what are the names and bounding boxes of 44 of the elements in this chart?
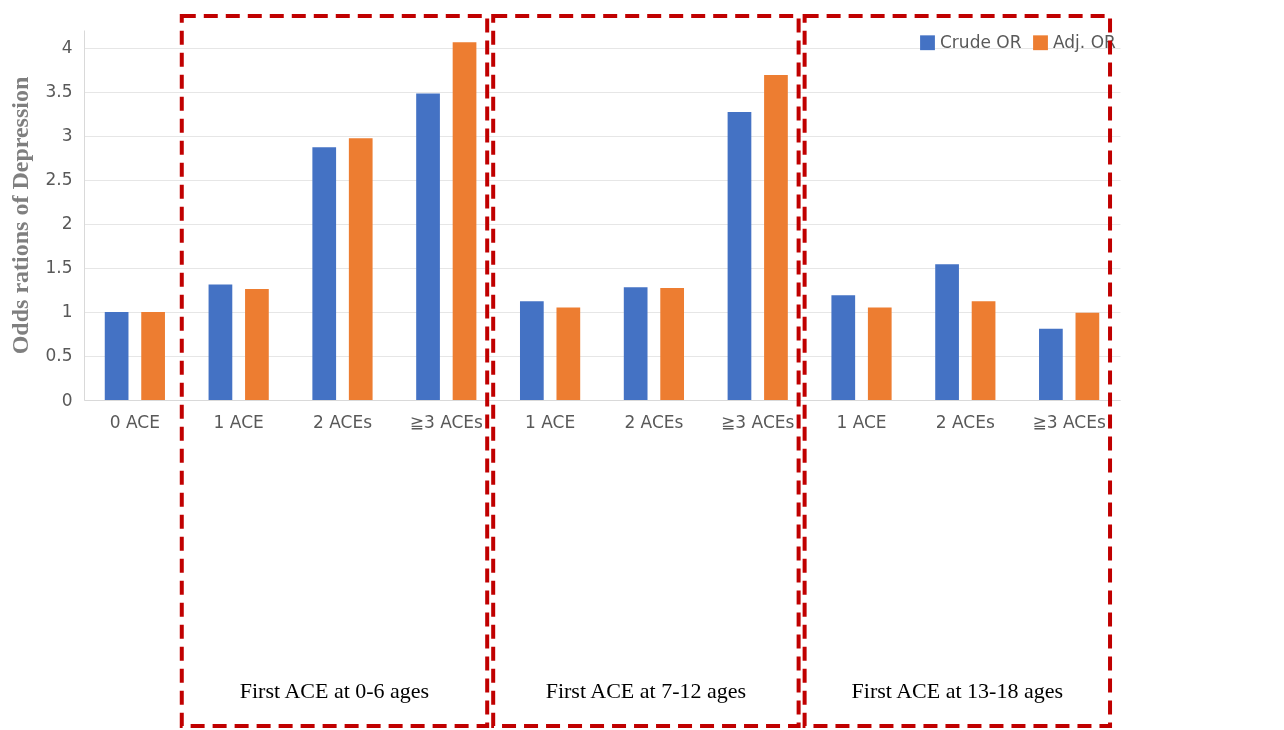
y-tick-label: 0 <box>61 389 73 410</box>
bar <box>1039 328 1063 400</box>
x-tick-label: 2 ACEs <box>935 411 995 432</box>
bar <box>104 311 129 400</box>
y-axis-title: Odds rations of Depression <box>7 76 34 355</box>
x-tick-label: 0 ACE <box>109 411 160 432</box>
x-tick-label: ≧3 ACEs <box>409 411 484 432</box>
bar <box>660 288 685 400</box>
text: First ACE at 13-18 ages <box>851 678 1064 703</box>
text: First ACE at 7-12 ages <box>545 678 747 703</box>
y-tick-label: 3.5 <box>45 81 73 102</box>
bar <box>208 284 233 400</box>
y-tick-label: 2 <box>61 213 73 234</box>
y-tick-label: 1.5 <box>45 257 73 278</box>
x-tick-label: 1 ACE <box>836 411 887 432</box>
bar <box>831 295 856 400</box>
x-tick-label: ≧3 ACEs <box>721 411 795 432</box>
y-tick-label: 3 <box>61 125 73 146</box>
bar <box>519 301 544 400</box>
bar <box>727 111 752 400</box>
x-tick-label: 2 ACEs <box>624 411 684 432</box>
bar <box>764 74 788 400</box>
y-tick-label: 2.5 <box>45 169 73 190</box>
y-tick-label: 4 <box>61 37 73 58</box>
bar <box>1075 312 1100 400</box>
bar <box>452 42 477 400</box>
x-tick-label: 2 ACEs <box>312 411 373 432</box>
x-tick-label: 1 ACE <box>213 411 264 432</box>
bar <box>245 289 269 400</box>
bar <box>556 307 581 400</box>
bar <box>141 311 165 400</box>
x-tick-label: ≧3 ACEs <box>1032 411 1106 432</box>
bar <box>935 264 959 400</box>
bar <box>971 301 996 400</box>
bar <box>312 147 337 400</box>
bar <box>416 93 440 400</box>
text: First ACE at 0-6 ages <box>239 678 430 703</box>
bar <box>867 307 892 400</box>
bar <box>348 138 373 400</box>
y-tick-label: 0.5 <box>45 345 73 366</box>
y-tick-label: 1 <box>61 301 73 322</box>
x-tick-label: 1 ACE <box>525 411 576 432</box>
bar <box>623 287 648 400</box>
legend-label: Crude OR <box>940 31 1022 52</box>
